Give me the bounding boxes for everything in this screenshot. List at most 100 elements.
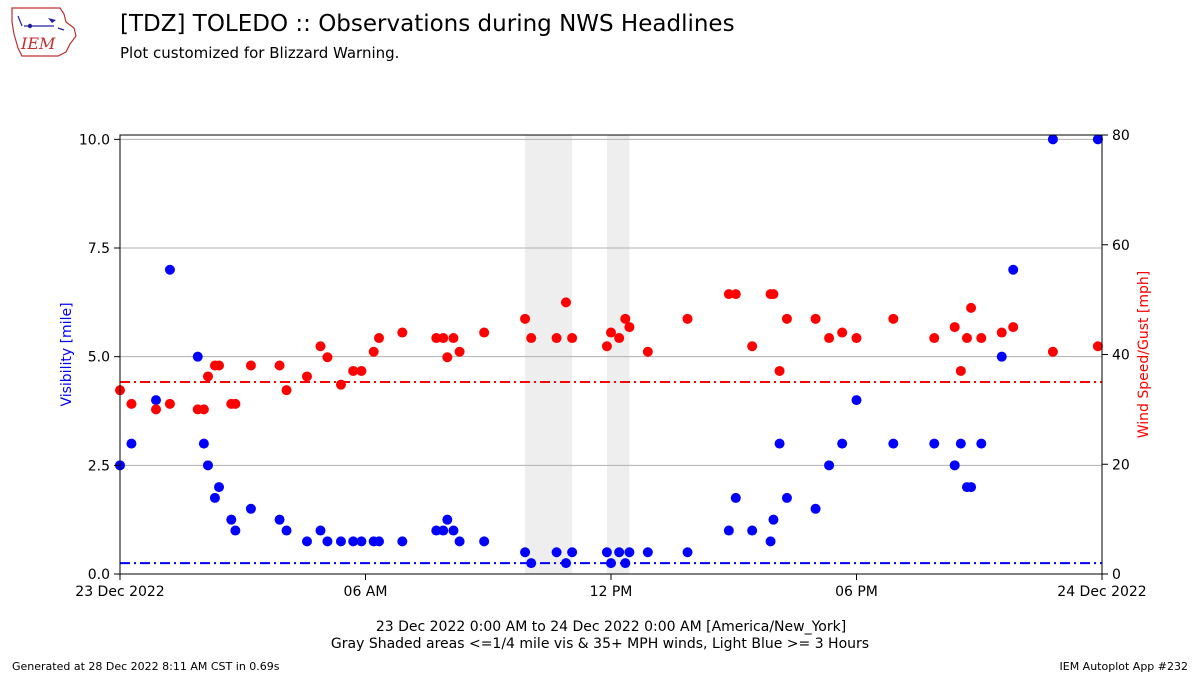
visibility-point (929, 438, 940, 449)
wind-point (348, 365, 359, 376)
x-tick-label: 24 Dec 2022 (1057, 584, 1146, 600)
visibility-point (774, 438, 785, 449)
wind-point (949, 322, 960, 333)
wind-point (888, 313, 899, 324)
data-points (115, 134, 1103, 569)
visibility-point (768, 514, 779, 525)
wind-point (837, 327, 848, 338)
visibility-point (356, 536, 367, 547)
wind-point (620, 313, 631, 324)
wind-point (614, 333, 625, 344)
wind-point (245, 360, 256, 371)
wind-point (851, 333, 862, 344)
visibility-point (198, 438, 209, 449)
wind-point (322, 352, 333, 363)
wind-point (810, 313, 821, 324)
visibility-point (442, 514, 453, 525)
y-axis-left-label: Visibility [mile] (59, 302, 75, 406)
x-tick-label: 23 Dec 2022 (75, 584, 164, 600)
wind-point (642, 346, 653, 357)
visibility-point (226, 514, 237, 525)
visibility-point (192, 351, 203, 362)
visibility-point (966, 482, 977, 493)
visibility-point (454, 536, 465, 547)
wind-point (315, 341, 326, 352)
wind-point (781, 313, 792, 324)
x-axis-label-line1: 23 Dec 2022 0:00 AM to 24 Dec 2022 0:00 … (376, 619, 846, 635)
iem-logo: IEM (11, 7, 77, 57)
wind-point (955, 365, 966, 376)
visibility-point (976, 438, 987, 449)
y-left-tick-label: 0.0 (88, 567, 110, 583)
visibility-point (335, 536, 346, 547)
visibility-point (624, 547, 635, 558)
wind-point (335, 379, 346, 390)
visibility-point (479, 536, 490, 547)
visibility-point (996, 351, 1007, 362)
visibility-point (949, 460, 960, 471)
wind-point (560, 297, 571, 308)
visibility-point (322, 536, 333, 547)
y-axis-left: 0.0 2.5 5.0 7.5 10.0 (79, 132, 120, 583)
wind-point (214, 360, 225, 371)
visibility-point (438, 525, 449, 536)
wind-point (601, 341, 612, 352)
y-left-tick-label: 5.0 (88, 350, 110, 366)
wind-point (1047, 346, 1058, 357)
wind-point (198, 404, 209, 415)
visibility-point (245, 503, 256, 514)
visibility-point (723, 525, 734, 536)
visibility-point (747, 525, 758, 536)
visibility-point (620, 558, 631, 569)
wind-point (151, 404, 162, 415)
wind-point (723, 289, 734, 300)
wind-point (996, 327, 1007, 338)
x-axis-label-line2: Gray Shaded areas <=1/4 mile vis & 35+ M… (331, 636, 869, 652)
y-right-tick-label: 60 (1112, 238, 1130, 254)
wind-point (202, 371, 213, 382)
visibility-point (567, 547, 578, 558)
visibility-point (1008, 264, 1019, 275)
visibility-point (315, 525, 326, 536)
visibility-point (209, 492, 220, 503)
generated-timestamp: Generated at 28 Dec 2022 8:11 AM CST in … (12, 660, 280, 673)
wind-point (431, 333, 442, 344)
visibility-point (888, 438, 899, 449)
visibility-point (682, 547, 693, 558)
wind-point (567, 333, 578, 344)
wind-point (301, 371, 312, 382)
page-title: [TDZ] TOLEDO :: Observations during NWS … (120, 11, 735, 37)
wind-point (966, 302, 977, 313)
wind-point (479, 327, 490, 338)
wind-point (164, 398, 175, 409)
visibility-point (274, 514, 285, 525)
visibility-point (781, 492, 792, 503)
shaded-period (606, 135, 630, 574)
visibility-point (837, 438, 848, 449)
visibility-point (824, 460, 835, 471)
visibility-point (164, 264, 175, 275)
visibility-point (765, 536, 776, 547)
wind-point (774, 365, 785, 376)
wind-point (976, 333, 987, 344)
x-axis: 23 Dec 2022 06 AM 12 PM 06 PM 24 Dec 2022 (75, 574, 1147, 600)
wind-point (551, 333, 562, 344)
wind-point (281, 385, 292, 396)
wind-point (606, 327, 616, 338)
wind-point (824, 333, 835, 344)
wind-point (126, 398, 137, 409)
wind-point (356, 365, 367, 376)
y-axis-right-label: Wind Speed/Gust [mph] (1136, 271, 1152, 439)
wind-point (929, 333, 940, 344)
visibility-point (126, 438, 137, 449)
wind-point (520, 313, 531, 324)
wind-point (438, 333, 449, 344)
y-right-tick-label: 80 (1112, 128, 1130, 144)
x-tick-label: 12 PM (590, 584, 633, 600)
y-left-tick-label: 10.0 (79, 132, 110, 148)
wind-point (624, 322, 635, 333)
y-axis-right: 0 20 40 60 80 (1102, 128, 1130, 583)
visibility-point (374, 536, 385, 547)
visibility-point (560, 558, 571, 569)
